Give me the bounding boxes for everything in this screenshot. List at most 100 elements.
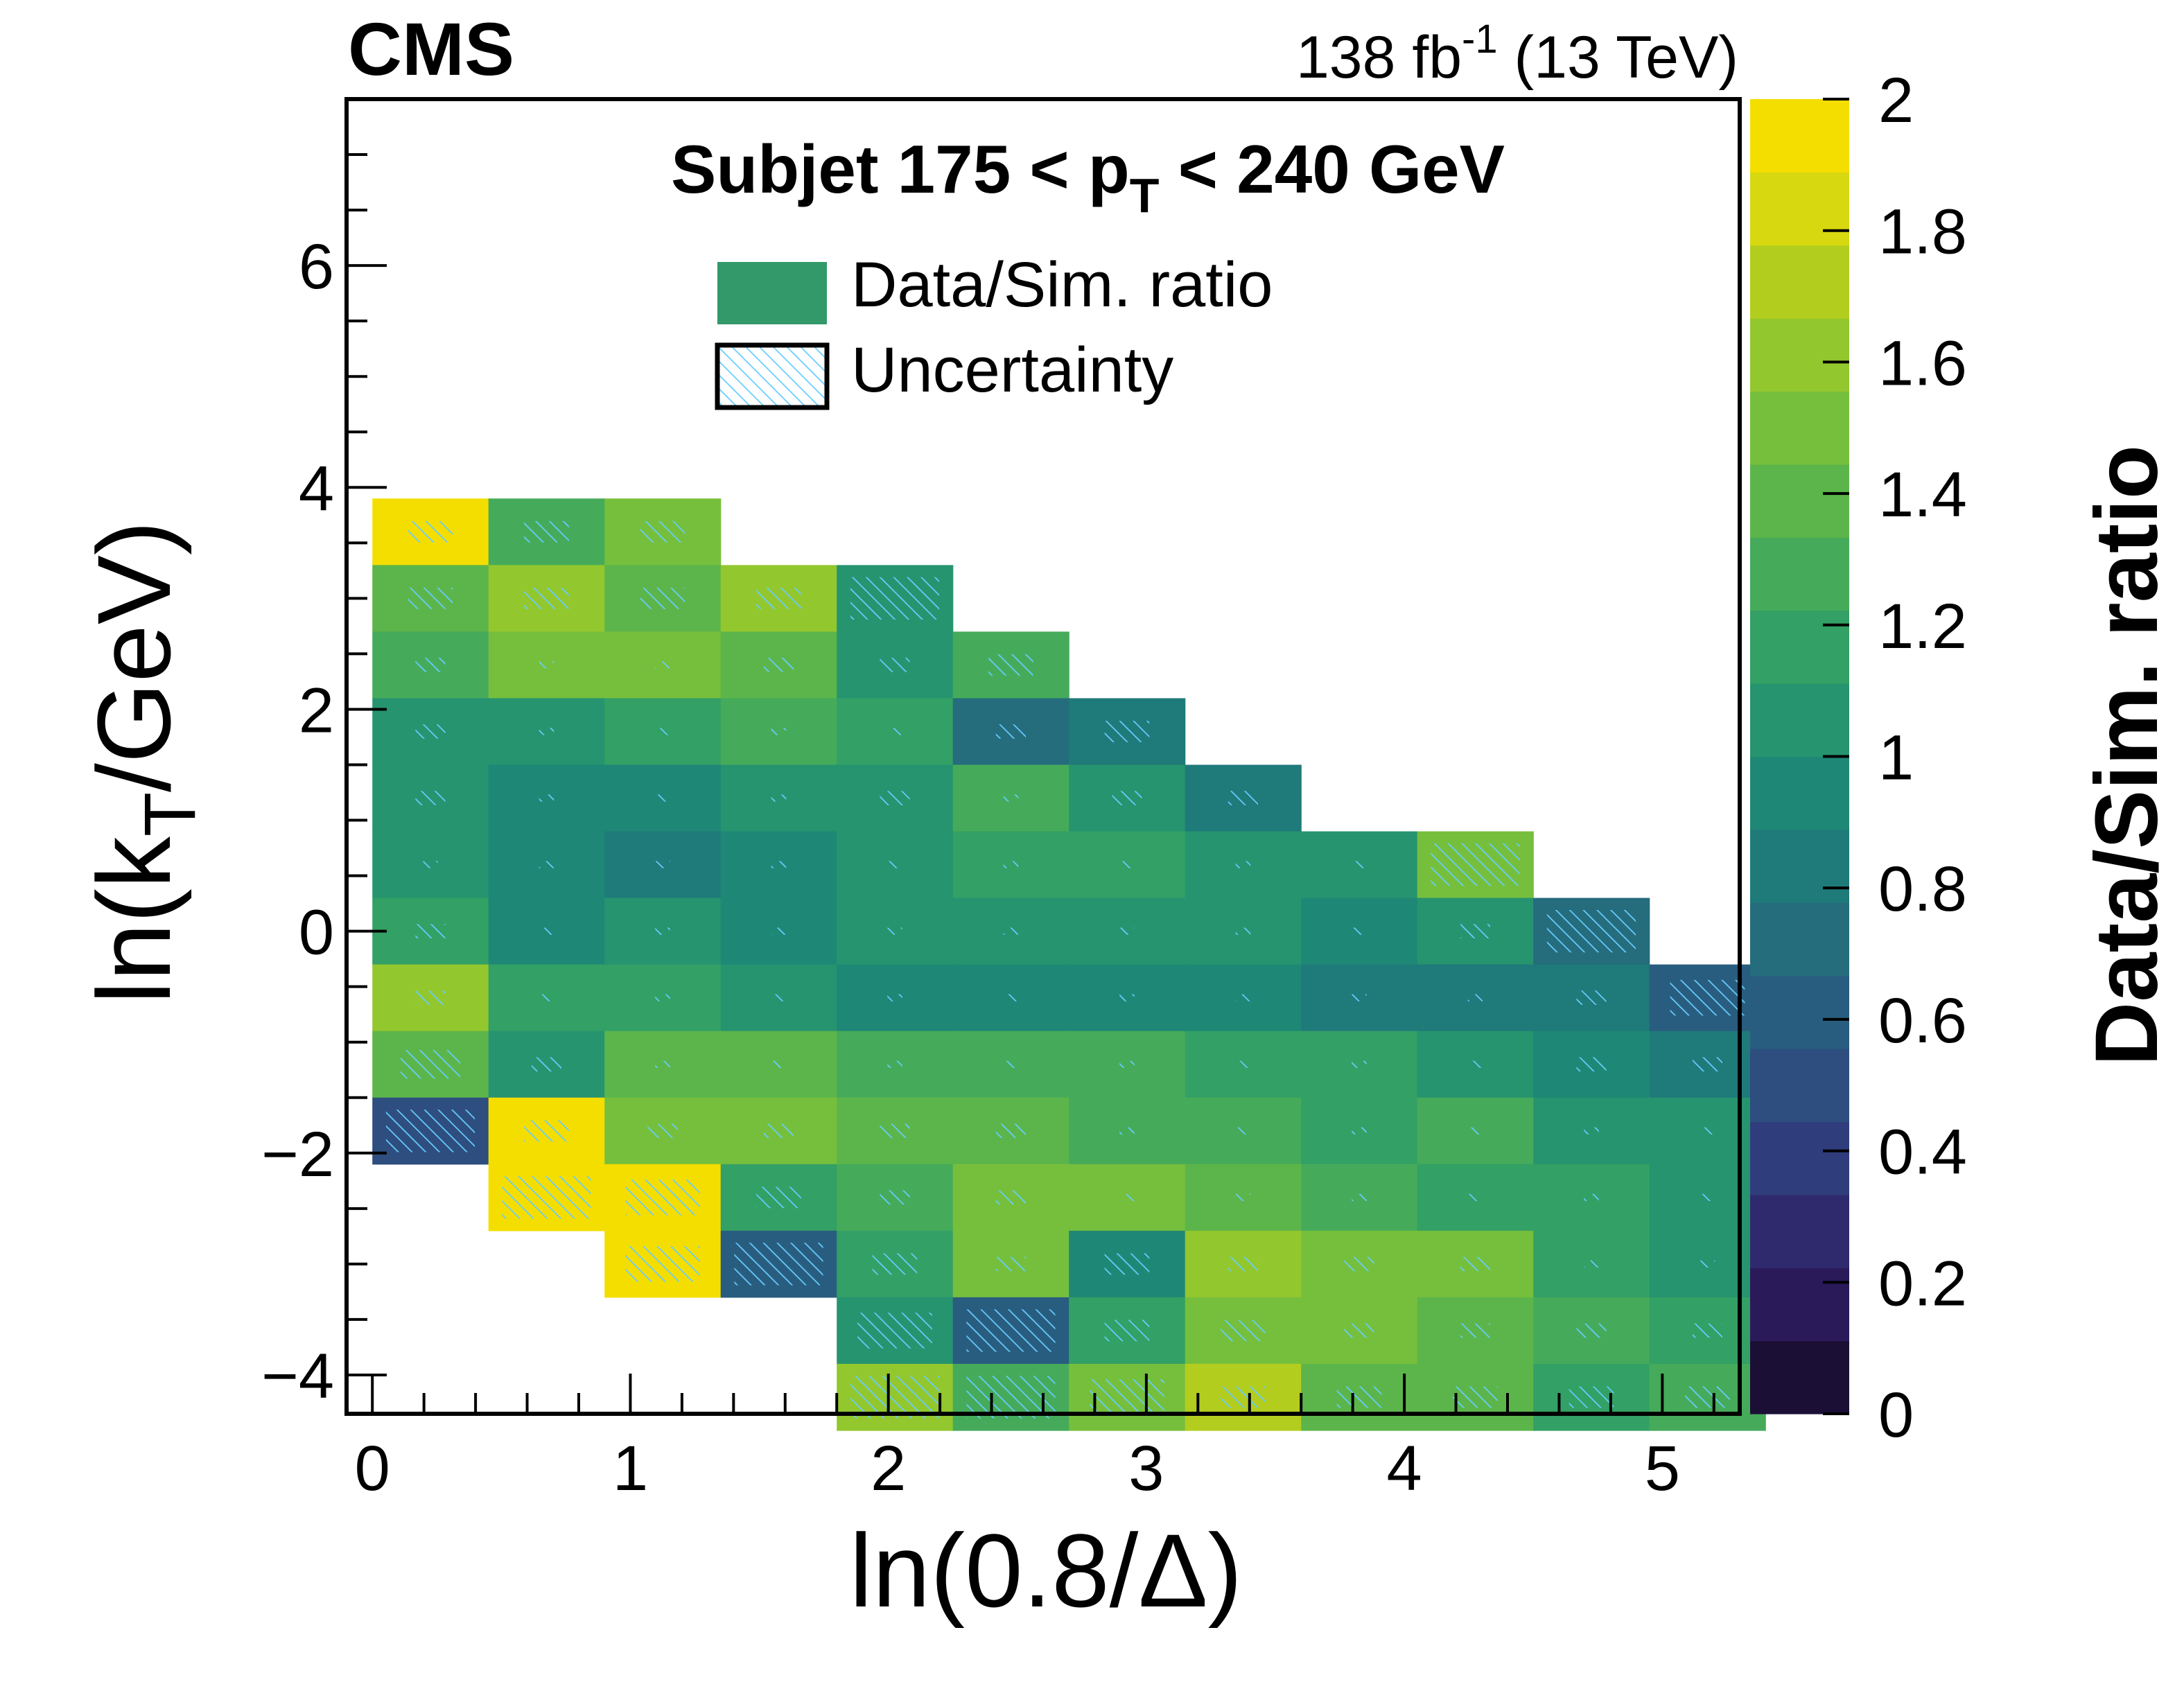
uncertainty-hatch [1104,1253,1150,1275]
legend-label-uncertainty: Uncertainty [851,335,1173,405]
uncertainty-hatch [415,924,446,938]
uncertainty-hatch [640,587,685,609]
uncertainty-hatch [539,927,554,935]
uncertainty-hatch [1104,721,1150,742]
uncertainty-hatch [1003,861,1019,868]
uncertainty-hatch [995,1256,1027,1272]
colorbar-tick-label: 0.2 [1878,1248,1967,1319]
x-tick-label: 2 [871,1433,906,1504]
uncertainty-hatch [502,1176,591,1219]
uncertainty-hatch [756,587,801,609]
uncertainty-hatch [887,927,902,935]
uncertainty-hatch [771,728,787,735]
uncertainty-hatch [1352,1193,1367,1201]
uncertainty-hatch [1119,927,1135,935]
legend-swatch-uncertainty [715,342,830,410]
uncertainty-hatch [1700,1193,1715,1201]
uncertainty-hatch [880,1190,910,1205]
uncertainty-hatch [771,794,787,802]
uncertainty-hatch [1569,1386,1614,1408]
y-tick-label: −4 [261,1341,334,1412]
colorbar-segment [1750,391,1849,465]
uncertainty-hatch [1584,1127,1599,1134]
uncertainty-hatch [850,577,940,620]
uncertainty-hatch [415,791,446,805]
uncertainty-hatch [1352,994,1367,1001]
uncertainty-hatch [771,994,787,1001]
uncertainty-hatch [850,1376,940,1419]
uncertainty-hatch [872,1253,918,1275]
y-title-prefix: ln(k [76,836,192,1004]
colorbar-segment [1750,975,1849,1049]
uncertainty-hatch [423,861,438,868]
uncertainty-hatch [1344,1256,1374,1272]
uncertainty-hatch [887,861,902,868]
uncertainty-hatch [1003,794,1019,802]
colorbar-tick-label: 0.8 [1878,854,1967,925]
uncertainty-hatch [1467,1060,1483,1068]
uncertainty-hatch [647,1123,678,1139]
x-tick-label: 5 [1645,1433,1680,1504]
uncertainty-hatch [1352,861,1367,868]
colorbar-segment [1750,464,1849,538]
colorbar [1750,99,1849,1414]
uncertainty-hatch [1235,1060,1251,1068]
uncertainty-hatch [415,990,446,1005]
uncertainty-hatch [1352,927,1367,935]
lumi-spacer [1498,24,1514,91]
uncertainty-hatch [1336,1386,1382,1408]
colorbar-segment [1750,1268,1849,1342]
uncertainty-hatch [524,587,569,609]
uncertainty-hatch [880,658,910,672]
y-tick-label: 6 [299,231,334,302]
uncertainty-hatch [1112,791,1142,805]
lumi-exponent: -1 [1462,17,1498,62]
uncertainty-hatch [1104,1320,1150,1342]
uncertainty-hatch [524,1120,569,1142]
uncertainty-hatch [1467,994,1483,1001]
uncertainty-hatch [771,861,787,868]
colorbar-segment [1750,245,1849,319]
uncertainty-hatch [756,1186,801,1209]
uncertainty-hatch [995,724,1027,739]
lumi-energy: (13 TeV) [1514,24,1738,91]
colorbar-segment [1750,1340,1849,1414]
colorbar-segment [1750,318,1849,392]
uncertainty-hatch [640,520,685,543]
colorbar-segment [1750,829,1849,903]
uncertainty-hatch [1467,1127,1483,1134]
y-title-suffix: /GeV) [76,520,192,792]
uncertainty-hatch [1467,1193,1483,1201]
uncertainty-hatch [887,1060,902,1068]
title-subscript: T [1130,168,1160,222]
colorbar-tick-label: 0 [1878,1380,1914,1451]
uncertainty-hatch [1235,927,1251,935]
uncertainty-hatch [415,724,446,739]
uncertainty-hatch [988,654,1033,676]
x-axis-tick-labels: 0 1 2 3 4 5 [355,1433,1680,1504]
uncertainty-hatch [1003,1060,1019,1068]
y-axis-tick-labels: −4 −2 0 2 4 6 [261,231,334,1412]
lumi-value: 138 fb [1296,24,1462,91]
colorbar-segment [1750,1194,1849,1268]
colorbar-ticks [1823,98,1849,1415]
colorbar-segment [1750,1121,1849,1195]
uncertainty-hatch [966,1376,1056,1419]
uncertainty-hatch [625,1246,700,1282]
colorbar-segment [1750,902,1849,976]
uncertainty-hatch [1235,994,1251,1001]
uncertainty-hatch [1584,1260,1599,1268]
experiment-label: CMS [348,7,514,91]
legend-swatch-ratio [717,262,827,324]
uncertainty-hatch [1352,1060,1367,1068]
uncertainty-hatch [771,1060,787,1068]
uncertainty-hatch [1692,1057,1723,1072]
uncertainty-hatch [771,927,787,935]
colorbar-title: Data/Sim. ratio [2077,445,2176,1066]
colorbar-tick-labels: 0 0.2 0.4 0.6 0.8 1 1.2 1.4 1.6 1.8 2 [1878,65,1967,1451]
uncertainty-hatch [1119,861,1135,868]
x-tick-label: 0 [355,1433,390,1504]
uncertainty-hatch [539,661,554,669]
uncertainty-hatch [887,728,902,735]
uncertainty-hatch [1576,990,1607,1005]
